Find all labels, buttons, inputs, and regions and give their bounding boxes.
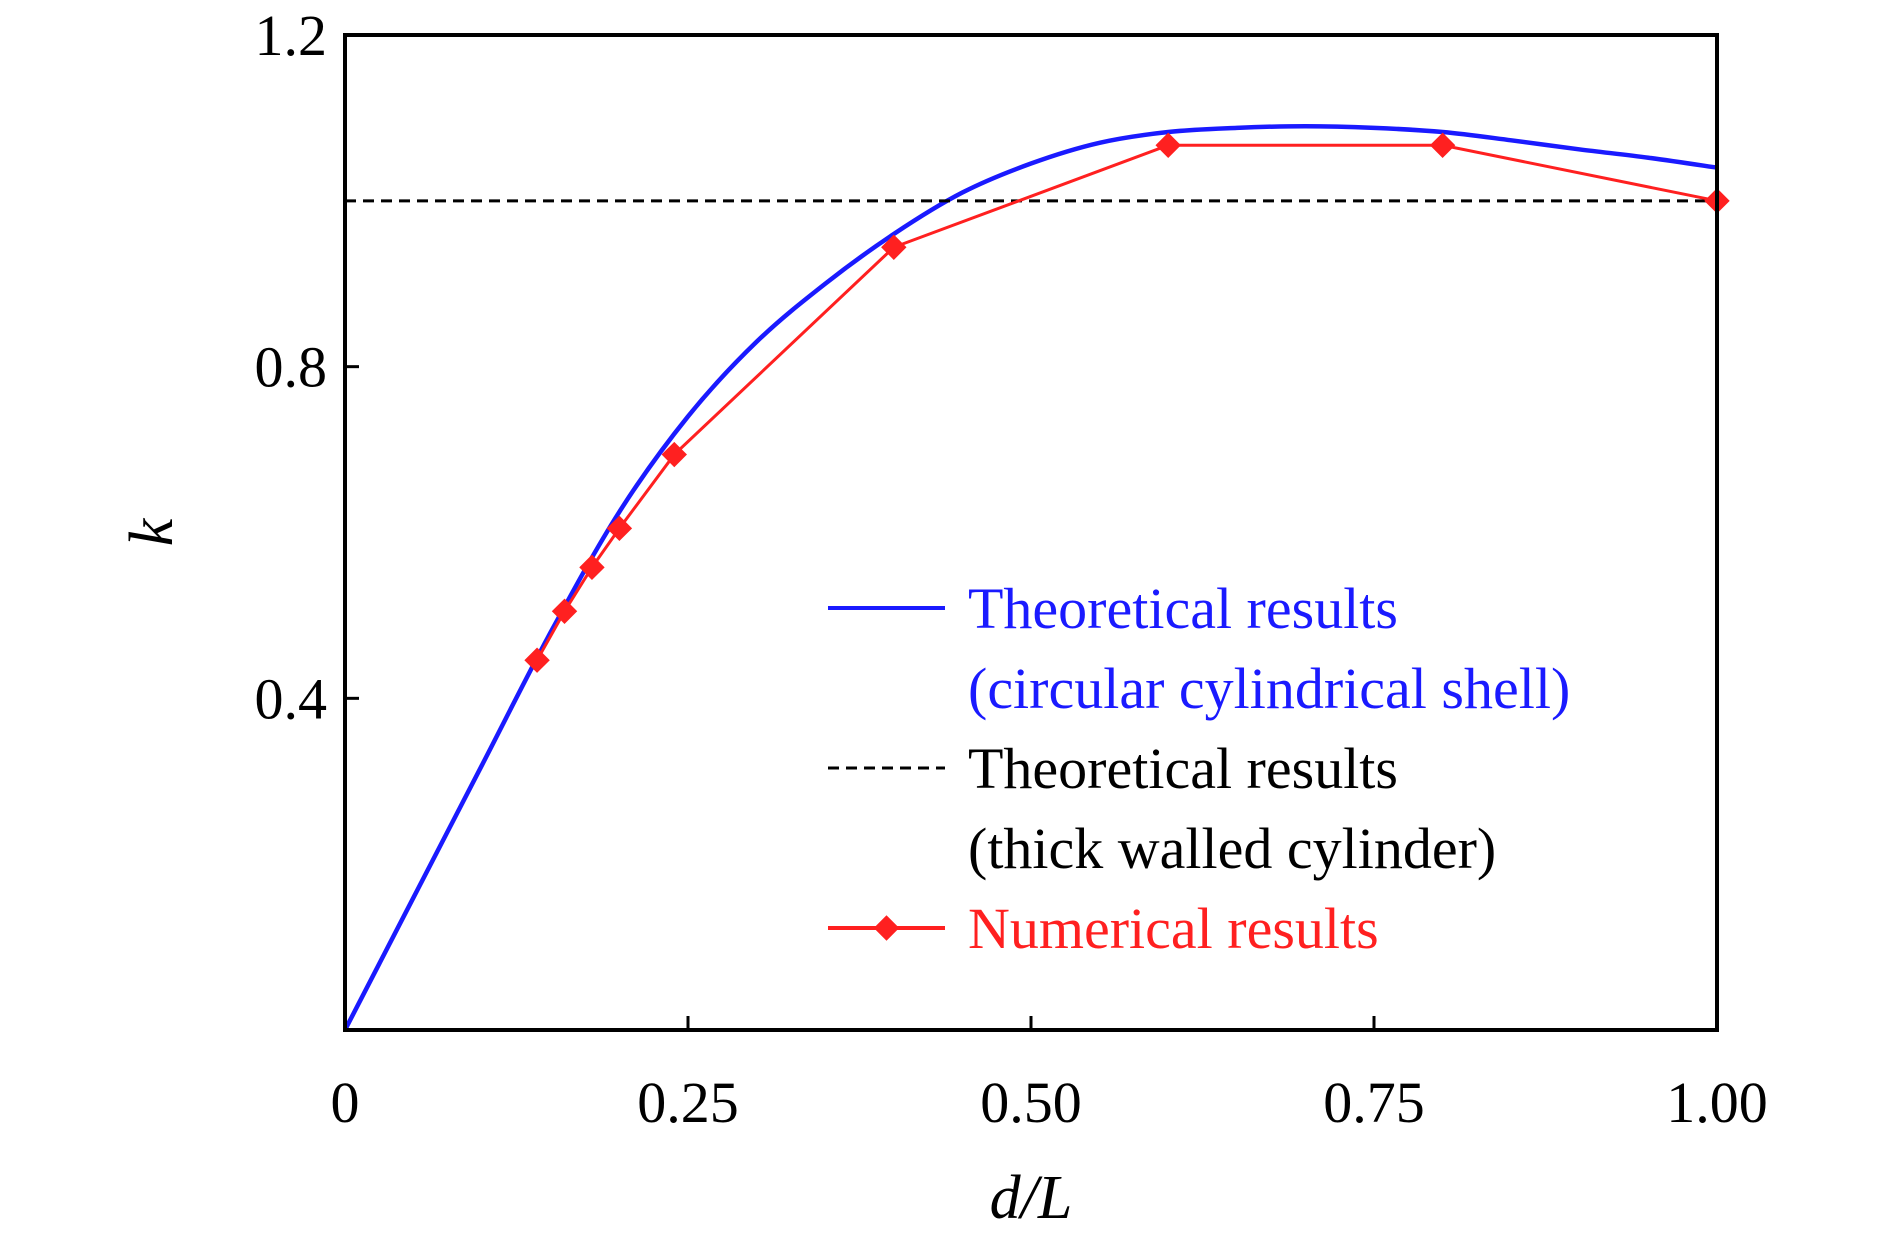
legend-label: Numerical results [968, 896, 1379, 961]
legend-label: Theoretical results [968, 736, 1398, 801]
legend-item-2: Numerical results [828, 896, 1379, 961]
axis-ticks: 0 0.25 0.50 0.75 1.00 0.4 0.8 1.2 [255, 3, 1768, 1135]
legend-item-1: Theoretical results (thick walled cylinde… [828, 736, 1496, 881]
series-line [343, 123, 1718, 1032]
x-axis-label: d/L [990, 1164, 1073, 1232]
data-point-marker [873, 915, 900, 941]
y-tick-label: 1.2 [255, 3, 328, 68]
data-point-marker [1155, 132, 1181, 158]
data-point-marker [881, 234, 907, 260]
legend-label: (thick walled cylinder) [968, 816, 1496, 881]
x-tick-label: 1.00 [1666, 1070, 1768, 1135]
data-point-marker [579, 554, 605, 581]
x-tick-label: 0.50 [980, 1070, 1082, 1135]
legend-label: (circular cylindrical shell) [968, 656, 1570, 721]
x-tick-label: 0.25 [637, 1070, 739, 1135]
legend-item-0: Theoretical results (circular cylindrical… [828, 576, 1570, 721]
y-axis-label: k [118, 517, 186, 546]
legend: Theoretical results (circular cylindrical… [828, 576, 1570, 961]
legend-label: Theoretical results [968, 576, 1398, 641]
y-tick-label: 0.4 [255, 666, 328, 731]
x-tick-label: 0 [331, 1070, 360, 1135]
data-point-marker [606, 515, 633, 542]
y-tick-label: 0.8 [255, 335, 328, 400]
data-point-marker [524, 647, 550, 673]
data-point-marker [551, 598, 578, 624]
data-point-marker [1429, 132, 1456, 158]
x-tick-label: 0.75 [1323, 1070, 1425, 1135]
series-0 [343, 123, 1718, 1032]
axis-labels: d/L k [118, 517, 1072, 1232]
data-point-marker [661, 441, 687, 468]
